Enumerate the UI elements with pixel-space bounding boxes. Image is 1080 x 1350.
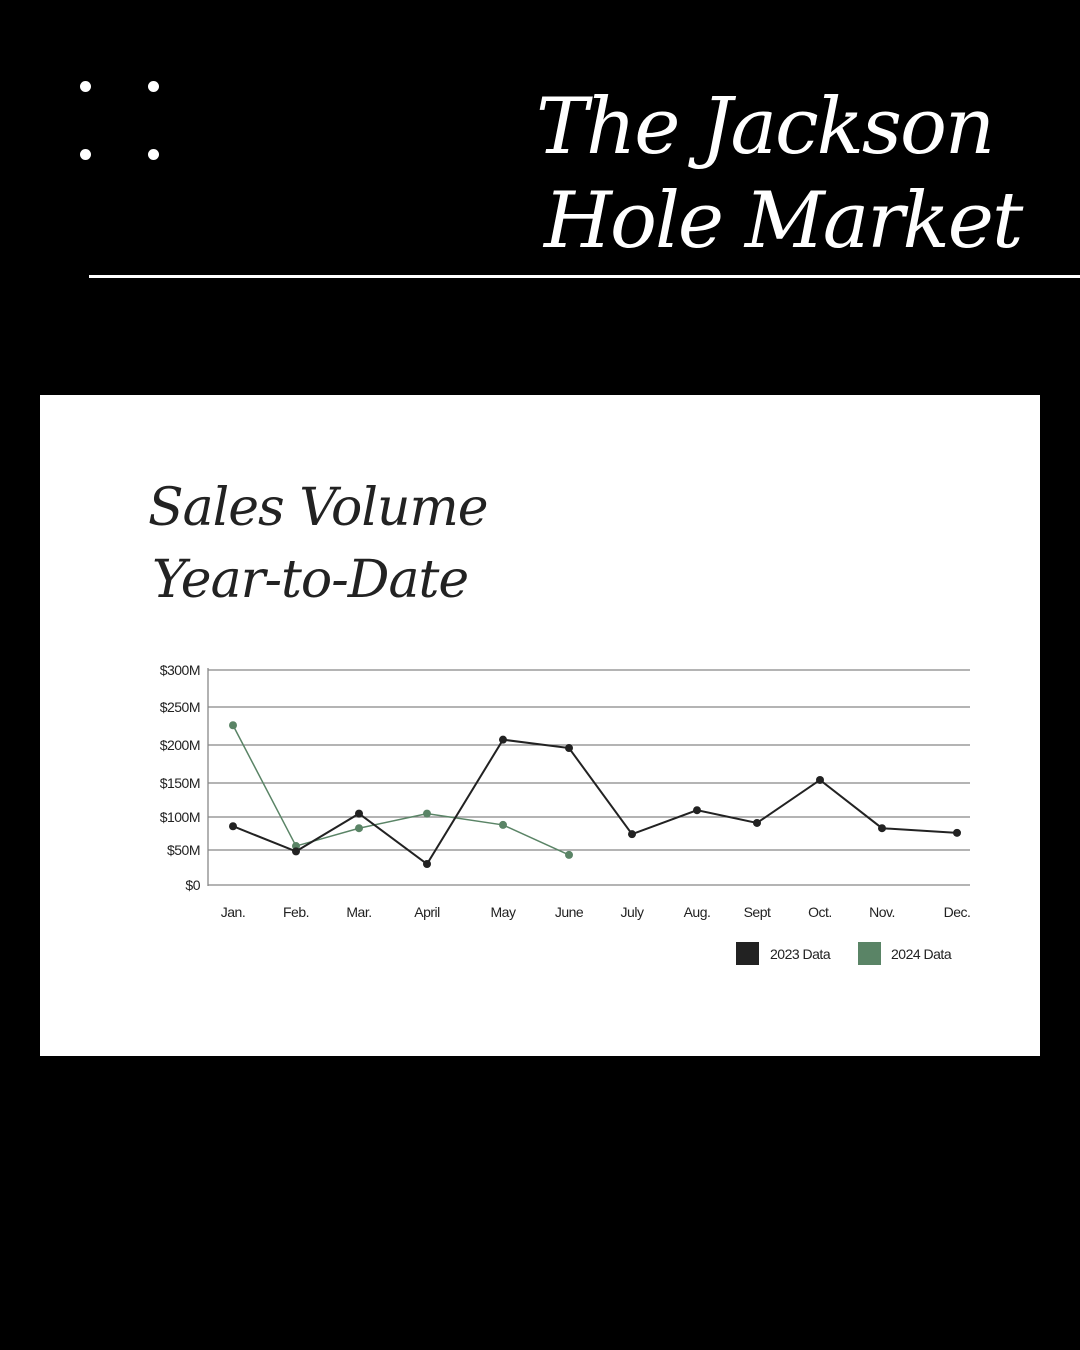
x-tick-label: July xyxy=(621,904,644,920)
y-tick-label: $300M xyxy=(160,662,200,678)
x-tick-label: June xyxy=(555,904,584,920)
x-tick-label: Nov. xyxy=(869,904,895,920)
data-point xyxy=(229,721,237,730)
data-point xyxy=(499,735,507,744)
decor-dot-icon xyxy=(148,81,159,92)
legend-swatch xyxy=(858,942,881,965)
x-tick-label: May xyxy=(491,904,516,920)
data-point xyxy=(878,824,886,833)
data-point xyxy=(229,822,237,831)
data-point xyxy=(499,820,507,829)
series-line-2024-data xyxy=(232,724,570,856)
x-tick-label: Aug. xyxy=(684,904,711,920)
data-point xyxy=(953,828,961,837)
x-tick-label: Dec. xyxy=(944,904,971,920)
legend-label: 2023 Data xyxy=(770,946,831,962)
data-point xyxy=(565,850,573,859)
data-point xyxy=(423,809,431,818)
data-point xyxy=(423,860,431,868)
decor-dot-icon xyxy=(148,149,159,160)
data-point xyxy=(355,824,363,833)
divider xyxy=(89,275,1080,278)
decor-dot-icon xyxy=(80,149,91,160)
y-tick-label: $150M xyxy=(160,775,200,791)
data-point xyxy=(753,818,761,827)
x-tick-label: Feb. xyxy=(283,904,309,920)
title-line-2: Hole Market xyxy=(544,176,1023,266)
data-point xyxy=(816,775,824,784)
chart-title: Sales Volume Year-to-Date xyxy=(148,472,489,616)
series-line-2023-data xyxy=(232,738,958,866)
data-point xyxy=(693,806,701,815)
y-tick-label: $50M xyxy=(167,842,200,858)
decor-dot-icon xyxy=(80,81,91,92)
chart-title-line-2: Year-to-Date xyxy=(152,550,469,610)
x-tick-label: April xyxy=(414,904,440,920)
data-point xyxy=(355,809,363,818)
x-tick-label: Sept xyxy=(744,904,771,920)
y-tick-label: $250M xyxy=(160,699,200,715)
x-tick-label: Mar. xyxy=(346,904,371,920)
data-point xyxy=(565,744,573,753)
y-tick-label: $0 xyxy=(185,877,200,893)
x-tick-label: Oct. xyxy=(808,904,832,920)
chart-title-line-1: Sales Volume xyxy=(148,478,489,538)
legend-label: 2024 Data xyxy=(891,946,952,962)
data-point xyxy=(628,830,636,839)
title-line-1: The Jackson xyxy=(536,82,995,172)
data-point xyxy=(292,847,300,856)
y-tick-label: $100M xyxy=(160,809,200,825)
legend-swatch xyxy=(736,942,759,965)
page-title: The Jackson Hole Market xyxy=(536,80,1023,268)
y-tick-label: $200M xyxy=(160,737,200,753)
x-tick-label: Jan. xyxy=(221,904,245,920)
